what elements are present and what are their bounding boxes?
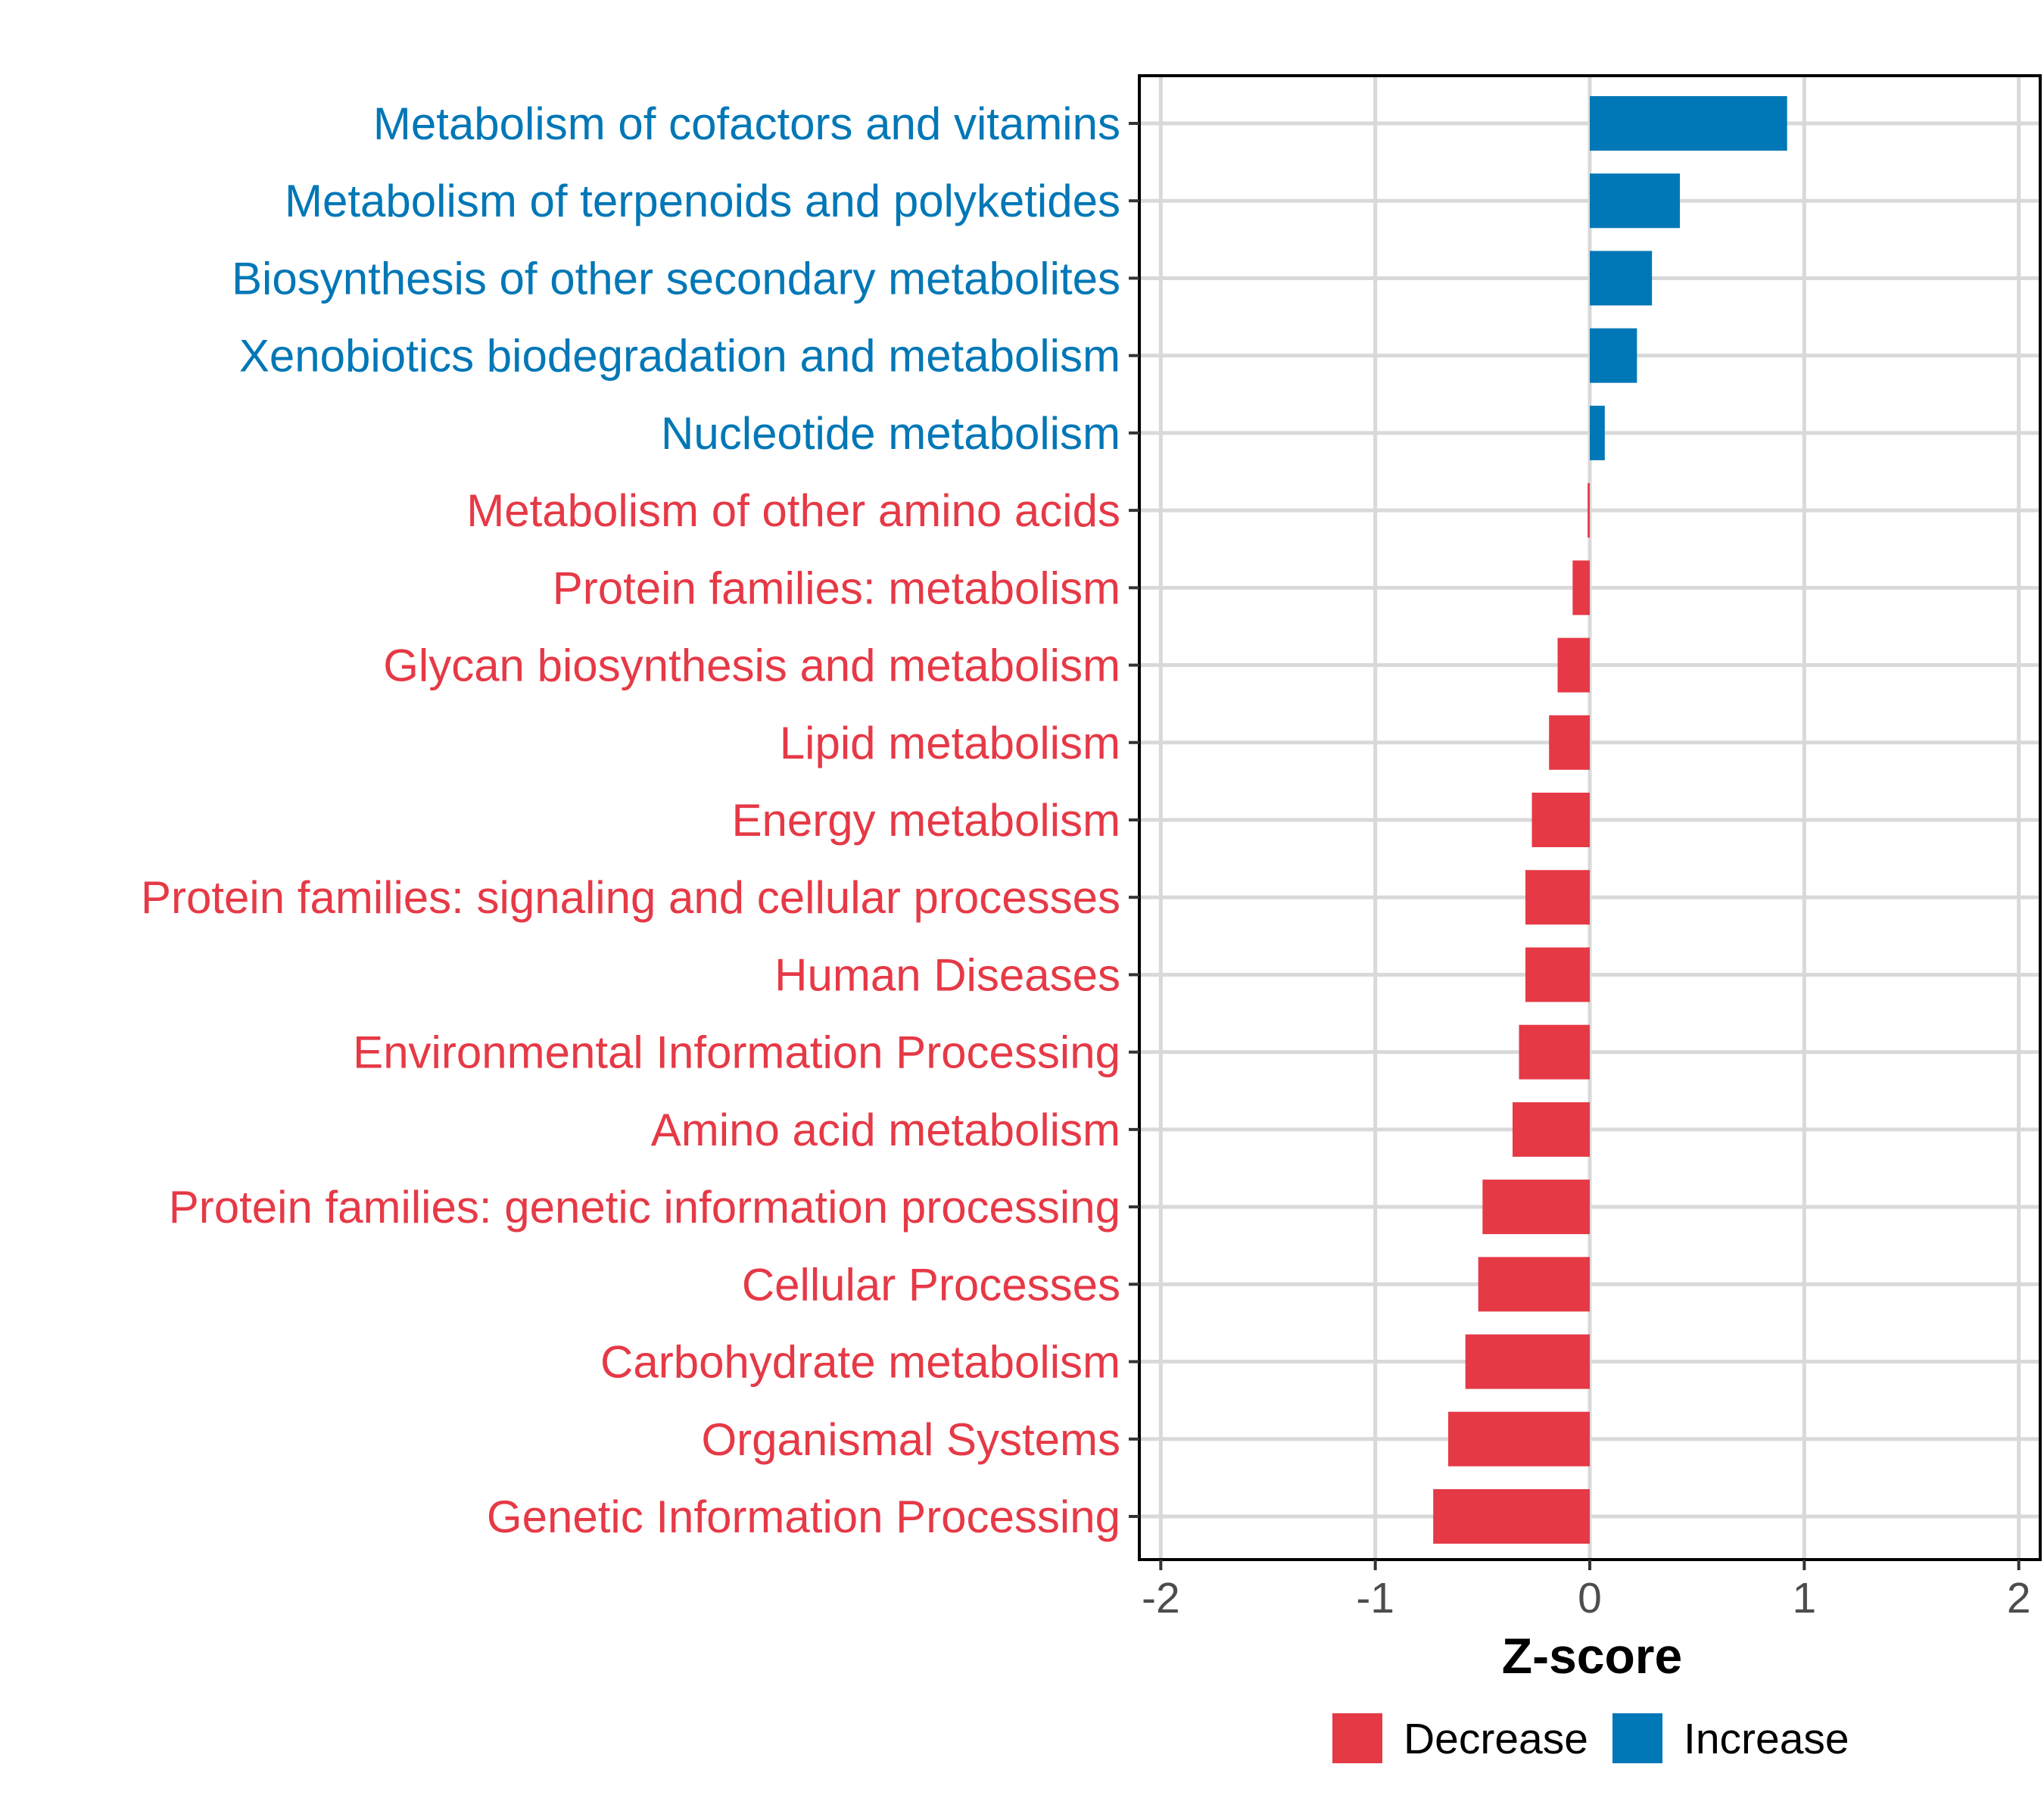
bar-decrease bbox=[1465, 1334, 1590, 1389]
bar-decrease bbox=[1572, 560, 1590, 616]
category-label: Metabolism of terpenoids and polyketides bbox=[285, 176, 1120, 226]
category-label: Carbohydrate metabolism bbox=[600, 1337, 1120, 1388]
bar-increase bbox=[1590, 405, 1605, 460]
x-tick-label: 2 bbox=[2007, 1574, 2031, 1622]
category-label: Metabolism of cofactors and vitamins bbox=[373, 98, 1120, 149]
bars bbox=[1433, 96, 1787, 1544]
category-label: Protein families: metabolism bbox=[553, 563, 1120, 613]
category-label: Xenobiotics biodegradation and metabolis… bbox=[239, 331, 1120, 382]
bar-increase bbox=[1590, 251, 1653, 306]
bar-decrease bbox=[1519, 1024, 1590, 1080]
category-label: Glycan biosynthesis and metabolism bbox=[383, 640, 1120, 691]
category-label: Protein families: genetic information pr… bbox=[169, 1182, 1120, 1233]
x-tick-label: -1 bbox=[1356, 1574, 1394, 1622]
bar-decrease bbox=[1433, 1489, 1590, 1544]
category-label: Human Diseases bbox=[774, 949, 1120, 1000]
bar-decrease bbox=[1448, 1411, 1590, 1466]
y-axis-category-labels: Metabolism of cofactors and vitamins Meta… bbox=[141, 98, 1120, 1542]
bar-decrease bbox=[1525, 870, 1590, 925]
bar-increase bbox=[1590, 173, 1680, 229]
x-tick-label: 1 bbox=[1792, 1574, 1816, 1622]
legend-label-increase: Increase bbox=[1684, 1715, 1849, 1763]
bar-decrease bbox=[1478, 1257, 1590, 1312]
x-tick-label: -2 bbox=[1142, 1574, 1180, 1622]
category-label: Biosynthesis of other secondary metaboli… bbox=[232, 253, 1120, 304]
bar-decrease bbox=[1549, 715, 1590, 770]
category-label: Nucleotide metabolism bbox=[661, 408, 1120, 459]
legend-label-decrease: Decrease bbox=[1404, 1715, 1588, 1763]
y-axis-ticks bbox=[1129, 122, 1139, 1518]
category-label: Genetic Information Processing bbox=[487, 1491, 1120, 1542]
x-tick-label: 0 bbox=[1578, 1574, 1602, 1622]
legend-key-increase bbox=[1612, 1713, 1662, 1763]
bar-decrease bbox=[1513, 1102, 1590, 1157]
bar-decrease bbox=[1588, 483, 1590, 538]
x-axis-title: Z-score bbox=[1502, 1628, 1682, 1684]
bar-increase bbox=[1590, 328, 1637, 383]
category-label: Organismal Systems bbox=[702, 1414, 1120, 1465]
category-label: Energy metabolism bbox=[731, 795, 1120, 846]
bar-increase bbox=[1590, 96, 1787, 151]
legend: Decrease Increase bbox=[1332, 1713, 1849, 1763]
category-label: Protein families: signaling and cellular… bbox=[141, 872, 1120, 923]
bar-decrease bbox=[1525, 947, 1590, 1002]
category-label: Amino acid metabolism bbox=[651, 1105, 1120, 1155]
category-label: Metabolism of other amino acids bbox=[466, 485, 1120, 536]
bar-decrease bbox=[1557, 637, 1590, 693]
category-label: Lipid metabolism bbox=[780, 718, 1120, 768]
category-label: Cellular Processes bbox=[742, 1259, 1120, 1310]
bar-decrease bbox=[1531, 793, 1590, 847]
category-label: Environmental Information Processing bbox=[353, 1027, 1120, 1078]
x-axis-ticks: -2 -1 0 1 2 bbox=[1142, 1560, 2031, 1622]
bar-decrease bbox=[1482, 1180, 1590, 1235]
legend-key-decrease bbox=[1332, 1713, 1382, 1763]
